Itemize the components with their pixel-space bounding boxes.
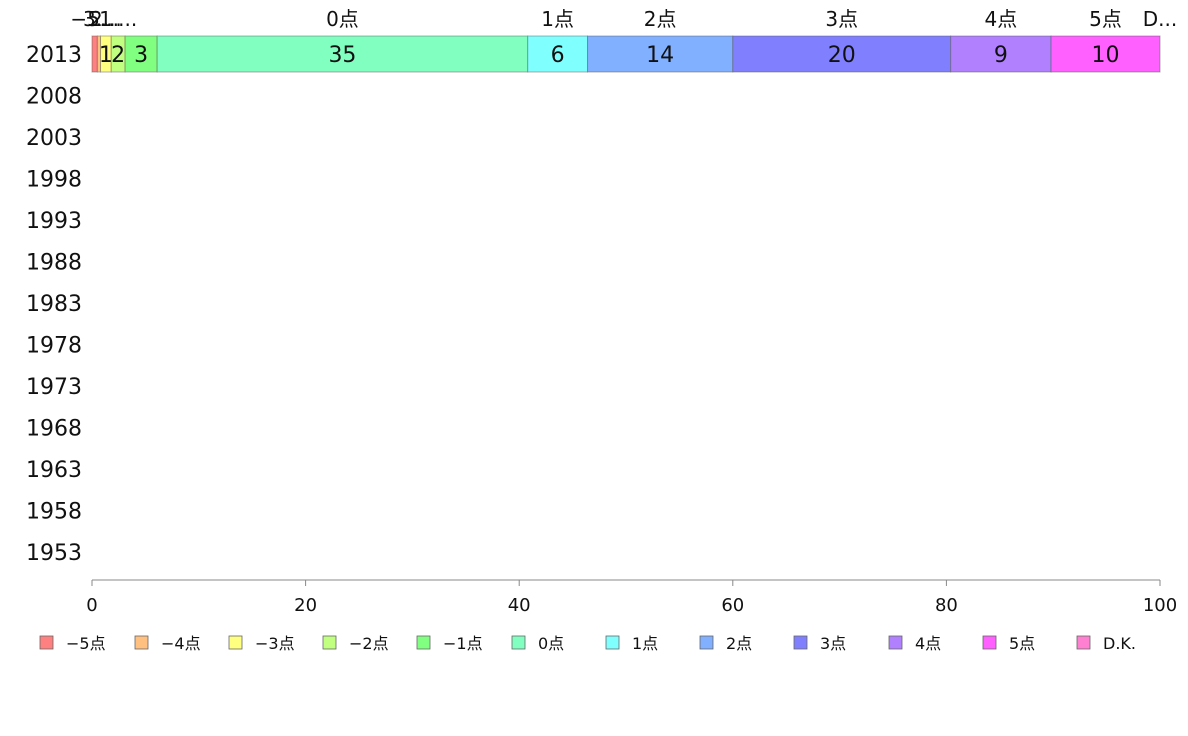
data-label: 14 — [646, 43, 674, 68]
legend-swatch — [322, 635, 337, 650]
segment-name-label: D... — [1143, 7, 1177, 31]
bar-segment — [156, 35, 529, 73]
legend-label: 1点 — [632, 634, 658, 653]
x-axis-tick-label: 40 — [508, 595, 531, 616]
legend-swatch — [134, 635, 149, 650]
legend-label: −3点 — [255, 634, 295, 653]
x-axis-tick-label: 0 — [86, 595, 97, 616]
data-label: 6 — [551, 43, 565, 68]
category-label: 1958 — [26, 500, 82, 525]
legend-swatch — [511, 635, 526, 650]
category-label: 1988 — [26, 251, 82, 276]
legend-label: −5点 — [66, 634, 106, 653]
category-label: 1973 — [26, 375, 82, 400]
category-label: 1998 — [26, 168, 82, 193]
bar-segment — [1050, 35, 1161, 73]
segment-name-label: 1 ... — [99, 7, 137, 31]
legend-swatch — [1076, 635, 1091, 650]
data-label: 3 — [134, 43, 148, 68]
x-axis-tick-label: 60 — [721, 595, 744, 616]
bar-segment — [124, 35, 158, 73]
legend-label: 3点 — [820, 634, 846, 653]
category-label: 2003 — [26, 126, 82, 151]
legend-label: 2点 — [726, 634, 752, 653]
data-label: 35 — [328, 43, 356, 68]
segment-name-label: 5点 — [1089, 7, 1122, 31]
data-label: 2 — [111, 43, 125, 68]
segment-name-label: 2点 — [644, 7, 677, 31]
segment-name-label: 3点 — [825, 7, 858, 31]
legend-swatch — [793, 635, 808, 650]
bar-segment — [91, 35, 98, 73]
legend-swatch — [605, 635, 620, 650]
segment-name-label: 3... — [83, 7, 115, 31]
legend-label: 0点 — [538, 634, 564, 653]
category-label: 1993 — [26, 209, 82, 234]
data-label: 1 — [99, 43, 113, 68]
data-label: 10 — [1092, 43, 1120, 68]
legend-label: −2点 — [349, 634, 389, 653]
legend-swatch — [416, 635, 431, 650]
legend-swatch — [39, 635, 54, 650]
category-label: 1983 — [26, 292, 82, 317]
category-label: 1968 — [26, 417, 82, 442]
data-label: 9 — [994, 43, 1008, 68]
segment-name-label: 4点 — [985, 7, 1018, 31]
data-label: 20 — [828, 43, 856, 68]
category-label: 1978 — [26, 334, 82, 359]
category-label: 1953 — [26, 541, 82, 566]
segment-name-label: −5... — [70, 7, 119, 31]
legend-label: −1点 — [443, 634, 483, 653]
segment-name-label: 0点 — [326, 7, 359, 31]
category-label: 2008 — [26, 85, 82, 110]
segment-name-label: 2... — [90, 7, 122, 31]
category-label: 1963 — [26, 458, 82, 483]
legend-label: D.K. — [1103, 634, 1136, 653]
category-label: 2013 — [26, 43, 82, 68]
legend-label: 4点 — [915, 634, 941, 653]
legend-label: −4点 — [161, 634, 201, 653]
legend-label: 5点 — [1009, 634, 1035, 653]
segment-name-label: 1点 — [541, 7, 574, 31]
x-axis-tick-label: 20 — [294, 595, 317, 616]
bar-segment — [950, 35, 1052, 73]
legend-swatch — [982, 635, 997, 650]
x-axis-tick-label: 100 — [1143, 595, 1177, 616]
x-axis-tick-label: 80 — [935, 595, 958, 616]
legend-swatch — [888, 635, 903, 650]
legend-swatch — [699, 635, 714, 650]
legend-swatch — [228, 635, 243, 650]
